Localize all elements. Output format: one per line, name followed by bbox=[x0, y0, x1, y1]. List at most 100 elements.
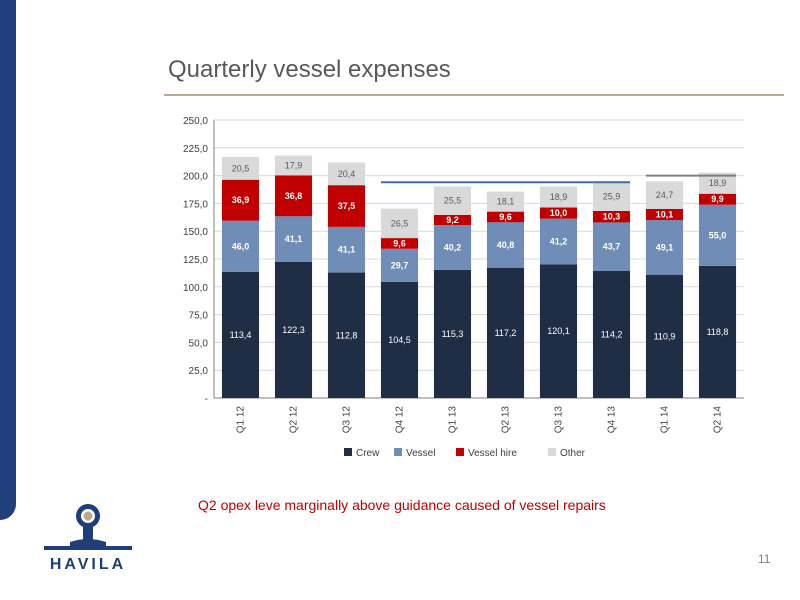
bar-segment-other bbox=[539, 186, 578, 208]
bar-segment-vessel bbox=[698, 204, 737, 266]
title-divider bbox=[164, 94, 784, 96]
bar-segment-vessel-hire bbox=[380, 238, 419, 249]
stacked-bar-chart: - 25,0 50,0 75,0 100,0 125,0 150,0 175,0 200,0 22… bbox=[183, 116, 744, 459]
y-tick-label: 225,0 bbox=[183, 144, 208, 155]
data-label: 24,7 bbox=[656, 190, 674, 200]
legend-swatch bbox=[394, 448, 402, 456]
data-label: 49,1 bbox=[656, 242, 674, 252]
x-tick-label: Q3 12 bbox=[342, 406, 353, 434]
x-tick-label: Q2 14 bbox=[713, 406, 724, 434]
bar-segment-other bbox=[221, 156, 260, 180]
bar-segment-vessel-hire bbox=[698, 193, 737, 205]
x-tick-label: Q4 13 bbox=[607, 406, 618, 434]
data-label: 18,1 bbox=[497, 197, 515, 207]
bar-segment-crew bbox=[486, 267, 525, 398]
page-number: 11 bbox=[758, 552, 771, 566]
legend-label: Vessel bbox=[406, 448, 435, 459]
data-label: 9,6 bbox=[499, 212, 512, 222]
data-label: 10,3 bbox=[603, 212, 621, 222]
y-tick-label: 50,0 bbox=[189, 338, 209, 349]
data-label: 36,9 bbox=[232, 195, 250, 205]
bar-segment-other bbox=[274, 155, 313, 176]
data-label: 112,8 bbox=[336, 330, 358, 340]
data-label: 110,9 bbox=[654, 331, 676, 341]
data-label: 115,3 bbox=[442, 329, 464, 339]
data-label: 55,0 bbox=[709, 230, 727, 240]
legend-swatch bbox=[456, 448, 464, 456]
x-tick-label: Q3 13 bbox=[554, 406, 565, 434]
data-label: 113,4 bbox=[230, 330, 252, 340]
data-label: 9,6 bbox=[393, 238, 406, 248]
bar-segment-vessel-hire bbox=[645, 208, 684, 221]
x-tick-label: Q2 12 bbox=[289, 406, 300, 434]
bar-segment-other bbox=[486, 191, 525, 212]
bar-segment-vessel-hire bbox=[327, 185, 366, 227]
bar-segment-crew bbox=[327, 272, 366, 398]
bar-segment-vessel bbox=[274, 216, 313, 263]
bar-segment-vessel-hire bbox=[592, 210, 631, 223]
bar-segment-vessel-hire bbox=[433, 214, 472, 226]
data-label: 25,9 bbox=[603, 192, 621, 202]
bar-segment-crew bbox=[380, 281, 419, 398]
bar-segment-crew bbox=[698, 265, 737, 398]
data-label: 36,8 bbox=[285, 191, 303, 201]
bar-segment-vessel bbox=[539, 218, 578, 265]
data-label: 43,7 bbox=[603, 242, 621, 252]
bar-segment-vessel bbox=[486, 222, 525, 268]
bar-segment-vessel bbox=[327, 226, 366, 273]
data-label: 118,8 bbox=[707, 327, 729, 337]
data-label: 20,4 bbox=[338, 169, 356, 179]
data-label: 20,5 bbox=[232, 163, 250, 173]
y-tick-label: 125,0 bbox=[183, 255, 208, 266]
bar-segment-vessel-hire bbox=[274, 175, 313, 217]
data-label: 10,0 bbox=[550, 208, 568, 218]
y-tick-label: 150,0 bbox=[183, 227, 208, 238]
data-label: 9,2 bbox=[446, 215, 459, 225]
bar-segment-crew bbox=[645, 274, 684, 398]
x-tick-label: Q2 13 bbox=[501, 406, 512, 434]
legend-swatch bbox=[548, 448, 556, 456]
x-tick-label: Q4 12 bbox=[395, 406, 406, 434]
data-label: 46,0 bbox=[232, 241, 250, 251]
bar-segment-vessel-hire bbox=[539, 207, 578, 219]
data-label: 25,5 bbox=[444, 196, 462, 206]
data-label: 40,2 bbox=[444, 242, 462, 252]
data-label: 41,1 bbox=[285, 234, 303, 244]
bar-segment-crew bbox=[274, 262, 313, 398]
guidance-note: Q2 opex leve marginally above guidance c… bbox=[198, 497, 606, 513]
data-label: 120,1 bbox=[547, 326, 570, 336]
y-tick-label: 100,0 bbox=[183, 283, 208, 294]
data-label: 41,2 bbox=[550, 237, 568, 247]
legend-label: Other bbox=[560, 448, 586, 459]
y-tick-label: 75,0 bbox=[189, 311, 209, 322]
bar-segment-vessel bbox=[221, 220, 260, 272]
bar-segment-vessel-hire bbox=[221, 179, 260, 221]
logo-wordmark: HAVILA bbox=[49, 556, 127, 573]
bar-segment-vessel-hire bbox=[486, 211, 525, 223]
bar-segment-other bbox=[592, 182, 631, 211]
page-title: Quarterly vessel expenses bbox=[168, 56, 451, 83]
bar-segment-other bbox=[645, 181, 684, 209]
bar-segment-other bbox=[433, 186, 472, 215]
y-tick-label: 25,0 bbox=[189, 366, 209, 377]
bar-segment-other bbox=[698, 172, 737, 194]
side-accent-bar bbox=[0, 0, 16, 520]
x-tick-label: Q1 12 bbox=[236, 406, 247, 434]
bar-segment-vessel bbox=[592, 222, 631, 272]
data-label: 18,9 bbox=[709, 178, 727, 188]
data-label: 114,2 bbox=[601, 330, 623, 340]
y-tick-label: 200,0 bbox=[183, 172, 208, 183]
bar-segment-crew bbox=[539, 264, 578, 398]
bar-segment-other bbox=[380, 208, 419, 239]
data-label: 29,7 bbox=[391, 260, 409, 270]
data-label: 117,2 bbox=[495, 328, 517, 338]
bar-segment-crew bbox=[433, 269, 472, 398]
y-tick-label: 250,0 bbox=[183, 116, 208, 127]
data-label: 37,5 bbox=[338, 201, 356, 211]
data-label: 9,9 bbox=[711, 194, 724, 204]
havila-logo-icon bbox=[44, 504, 132, 550]
data-label: 26,5 bbox=[391, 218, 409, 228]
data-label: 40,8 bbox=[497, 240, 515, 250]
y-tick-label: 175,0 bbox=[183, 199, 208, 210]
bar-segment-crew bbox=[592, 271, 631, 398]
